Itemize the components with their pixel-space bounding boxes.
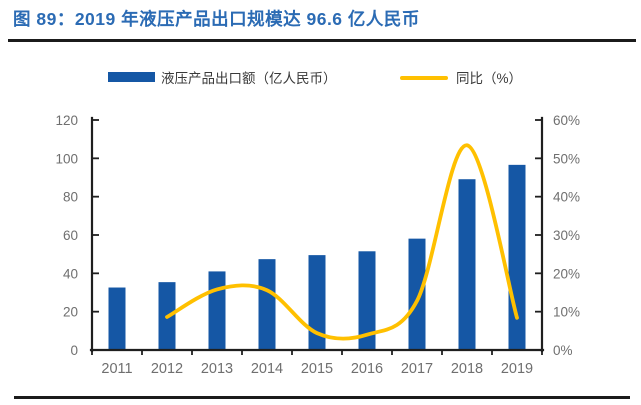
right-axis-tick-label: 0% bbox=[553, 343, 573, 358]
x-axis-label-2019: 2019 bbox=[501, 361, 533, 377]
title-underline-rule bbox=[8, 39, 636, 42]
left-axis-tick-label: 120 bbox=[55, 113, 78, 128]
legend-line-swatch bbox=[400, 76, 448, 80]
x-axis-label-2016: 2016 bbox=[351, 361, 383, 377]
bar-2017 bbox=[408, 238, 426, 350]
bar-2011 bbox=[108, 287, 126, 350]
bottom-border-rule bbox=[14, 396, 630, 399]
right-axis-tick-label: 20% bbox=[553, 266, 580, 281]
bar-2013 bbox=[208, 271, 226, 350]
left-axis-tick-label: 0 bbox=[70, 343, 78, 358]
right-axis-tick-label: 60% bbox=[553, 113, 580, 128]
x-axis-label-2012: 2012 bbox=[151, 361, 183, 377]
figure-title: 图 89：2019 年液压产品出口规模达 96.6 亿人民币 bbox=[13, 9, 420, 29]
right-axis-tick-label: 10% bbox=[553, 305, 580, 320]
legend-bar-label: 液压产品出口额（亿人民币） bbox=[161, 71, 337, 86]
right-axis-tick-label: 50% bbox=[553, 151, 580, 166]
left-axis-tick-label: 60 bbox=[63, 228, 78, 243]
yoy-growth-line bbox=[165, 143, 519, 341]
legend-line-label: 同比（%） bbox=[456, 71, 523, 86]
left-axis-tick-label: 100 bbox=[55, 151, 78, 166]
bar-2014 bbox=[258, 259, 276, 350]
left-axis-tick-label: 80 bbox=[63, 190, 78, 205]
bar-2019 bbox=[508, 164, 526, 350]
bar-2018 bbox=[458, 179, 476, 350]
bar-2016 bbox=[358, 251, 376, 350]
left-axis-tick-label: 20 bbox=[63, 305, 78, 320]
x-axis-label-2018: 2018 bbox=[451, 361, 483, 377]
bar-2015 bbox=[308, 255, 326, 350]
x-axis-label-2013: 2013 bbox=[201, 361, 233, 377]
x-axis-label-2011: 2011 bbox=[101, 361, 132, 377]
x-axis-label-2014: 2014 bbox=[251, 361, 283, 377]
x-axis-label-2017: 2017 bbox=[401, 361, 433, 377]
legend-bar-swatch bbox=[108, 72, 155, 82]
export-combo-chart: 0 20 40 60 80 100 120 0% 10% 20% 30% 40% 50% 60% 2011 2… bbox=[0, 100, 641, 396]
x-axis-label-2015: 2015 bbox=[301, 361, 333, 377]
left-axis-tick-label: 40 bbox=[63, 266, 78, 281]
right-axis-tick-label: 40% bbox=[553, 190, 580, 205]
right-axis-tick-label: 30% bbox=[553, 228, 580, 243]
chart-canvas: 0 20 40 60 80 100 120 0% 10% 20% 30% 40% 50% 60% 2011 2… bbox=[55, 113, 580, 377]
